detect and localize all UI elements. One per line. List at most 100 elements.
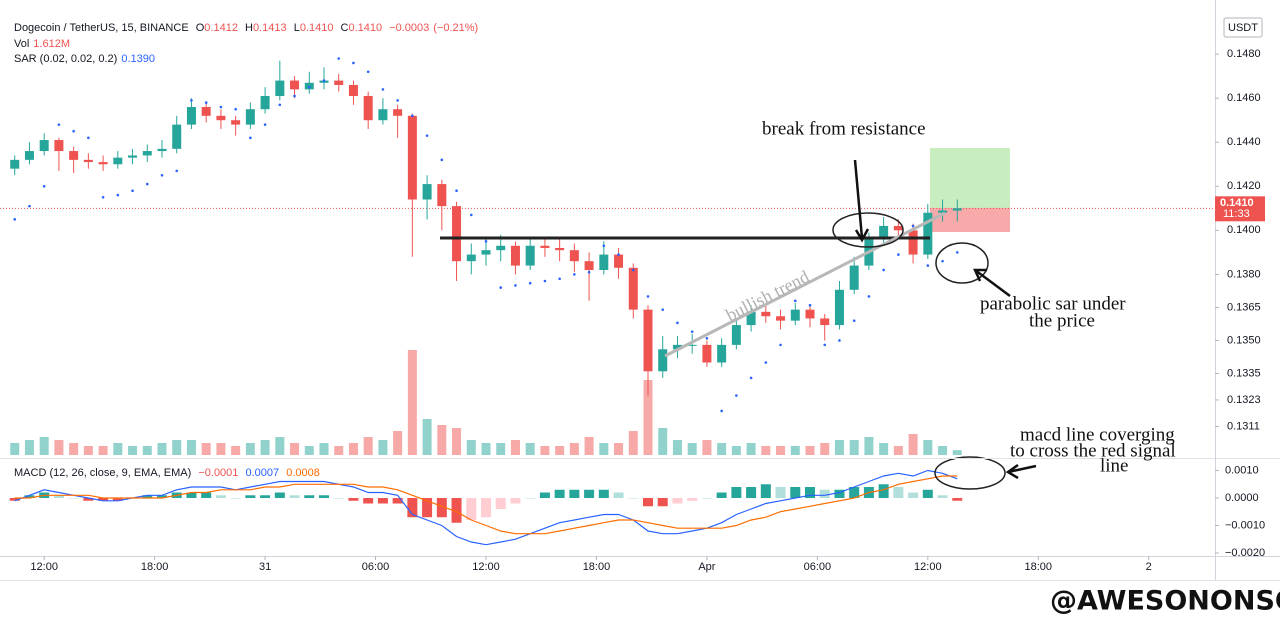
sar-dot [42,184,46,188]
macd-histogram-bar [819,489,830,499]
x-tick-label: 12:00 [30,561,58,573]
sar-dot [690,330,694,333]
axes: 0.1480 0.1460 0.1440 0.1420 0.1400 0.1380 0.13… [30,48,1265,573]
x-tick-label: 06:00 [362,561,390,573]
sar-dot [13,218,17,221]
macd-histogram-bar [451,498,462,523]
macd-histogram-bar [569,489,580,499]
volume-bar [245,443,255,455]
sar-dot [352,61,355,65]
macd-histogram-bar [584,489,595,499]
candle-body [510,245,520,266]
sar-dot [219,105,223,109]
candle-body [24,151,34,160]
volume-bar [687,443,697,455]
volume-bar [879,443,889,455]
volume-bar [864,437,874,455]
signal-line [14,475,958,535]
sar-dot [514,284,517,287]
volume-bar [157,443,167,455]
candle-body [584,261,594,270]
volume-bar [746,443,756,455]
volume-bar [599,443,609,455]
sar-dot [278,103,282,107]
sar-dot [661,308,665,311]
macd-histogram-bar [422,498,433,518]
volume-bar [348,443,358,455]
macd-hist-value: −0.0001 [198,467,239,479]
volume-bar [363,437,373,455]
macd-histogram-bar [142,495,153,499]
y-tick-label: 0.1440 [1227,136,1261,148]
volume-bar [761,446,771,455]
candle-body [717,344,727,363]
x-tick-label: 12:00 [914,561,942,573]
y-tick-label: 0.1380 [1227,268,1261,280]
y-tick-label: −0.0010 [1225,519,1265,531]
macd-histogram-bar [304,495,315,499]
currency-button[interactable] [1223,17,1263,38]
volume-bar [24,440,34,455]
sar-dot [764,361,768,364]
sar-dot [543,279,547,283]
macd-histogram-bar [731,487,742,499]
macd-line [14,469,958,546]
candle-body [334,80,344,85]
volume-bar [908,434,918,455]
x-tick-label: Apr [698,561,715,573]
volume-bar [614,443,624,455]
macd-histogram-bar [157,495,167,499]
candle-body [805,309,815,319]
candle-body [776,316,786,321]
candle-body [893,225,903,231]
circle-mark [935,242,989,284]
macd-histogram-bar [613,492,624,499]
volume-bar [452,428,462,455]
macd-histogram-bar [9,498,20,501]
sar-dot [175,169,179,173]
candle-body [761,311,771,317]
sar-dot [823,343,827,347]
sar-dot [160,173,164,177]
candle-body [643,309,653,372]
change: −0.0003 [389,22,430,34]
candle-body [879,225,889,240]
y-tick-label: 0.1311 [1227,420,1260,432]
candle-body [98,162,108,165]
volume-bar [275,437,285,455]
volume-bar [422,419,432,455]
sar-dot [528,281,532,285]
volume-bar [83,446,93,455]
macd-histogram-bar [834,489,845,499]
y-tick-label: 0.1420 [1227,180,1261,192]
annotation: to cross the red signal [1010,440,1176,461]
candle-body [157,148,167,152]
candle-body [290,80,300,90]
macd-histogram-bar [598,489,609,499]
macd-histogram-bar [672,498,683,504]
candle-body [746,311,756,326]
sar-dot [101,196,105,199]
sar-dot [838,339,841,342]
annotation: parabolic sar under [980,293,1126,314]
candle-body [348,84,358,96]
candle-body [113,157,123,165]
macd-histogram-bar [319,495,329,499]
macd-header: MACD (12, 26, close, 9, EMA, EMA) −0.000… [14,467,320,479]
vol-value: 1.612M [33,37,70,50]
volume-bar [776,446,786,455]
candle-body [687,344,697,346]
candle-body [599,254,609,270]
volume-bar [290,443,300,455]
sar-dot [926,264,930,267]
macd-histogram-bar [289,495,300,499]
macd-histogram-bar [348,498,359,501]
volume-bar [849,440,859,455]
candle-body [231,120,241,125]
sar-dot [720,409,723,413]
candle-body [422,184,432,200]
volume-bar [834,440,844,455]
sar-dot [793,299,797,303]
volume-bar [378,440,388,455]
